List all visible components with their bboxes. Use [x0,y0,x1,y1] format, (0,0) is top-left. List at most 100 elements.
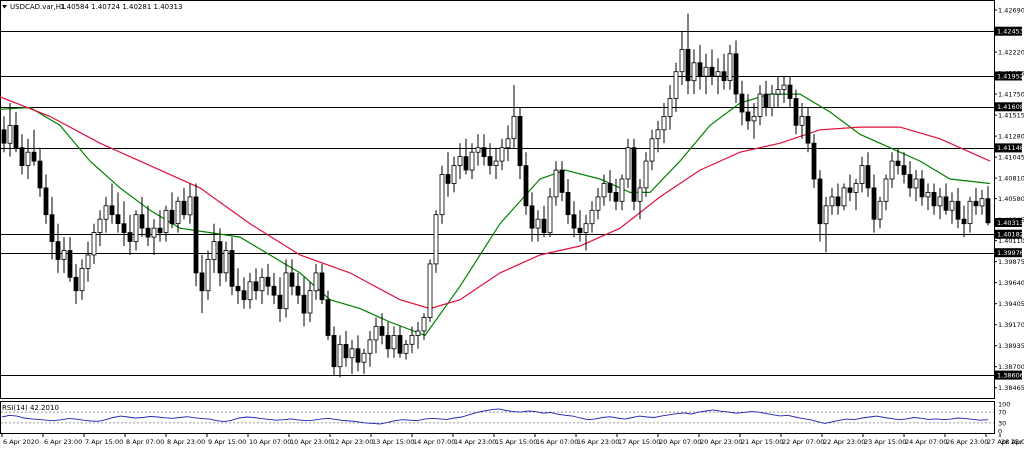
candle-body [541,218,547,233]
y-tick-label-7: 1.40810 [998,175,1024,183]
candle-100 [601,174,607,206]
candle-body [181,200,187,216]
candle-126 [757,85,763,126]
candle-64 [385,322,391,358]
price-badge-6: 1.38606 [995,370,1024,380]
rsi-tick-label-1: 70 [998,409,1006,417]
y-tick-label-16: 1.38700 [998,363,1024,371]
candle-body [175,200,181,225]
candle-body [577,227,583,234]
candle-42 [253,268,259,300]
time-axis: 6 Apr 2020 6 Apr 23:00 7 Apr 15:00 8 Apr 07… [1,434,1024,446]
candlesticks [1,13,991,378]
candle-body [403,343,409,354]
candle-body [433,214,439,265]
candle-body [283,272,289,310]
price-badge-box [995,229,1022,239]
x-tick-label-0: 6 Apr 2020 [3,438,39,446]
rsi-tick-label-0: 100 [998,401,1010,409]
candle-body [343,343,349,359]
candle-body [583,223,589,233]
candle-body [973,200,979,207]
candle-4 [25,138,31,179]
y-tick-label-6: 1.41045 [998,154,1024,162]
price-badge-3: 1.41148 [995,143,1024,153]
candle-151 [907,161,913,197]
candle-body [391,334,397,350]
candle-94 [565,179,571,224]
candle-body [847,187,853,193]
candle-86 [517,107,523,179]
candle-body [673,71,679,99]
candle-body [901,165,907,175]
candle-body [25,151,31,166]
candle-162 [973,187,979,215]
candle-117 [703,53,709,95]
candle-163 [979,189,985,215]
candle-30 [181,187,187,220]
candle-63 [379,313,385,345]
candle-145 [871,174,877,233]
candle-body [121,223,127,233]
candle-48 [289,259,295,296]
candle-78 [469,143,475,179]
candle-40 [241,277,247,309]
candle-body [421,317,427,332]
candle-body [739,93,745,113]
candle-body [703,66,709,77]
price-badge-0: 1.42453 [995,26,1024,36]
x-tick-label-5: 9 Apr 15:00 [208,438,246,446]
candle-156 [937,187,943,220]
candle-body [139,214,145,229]
candle-body [511,116,517,140]
y-tick-label-0: 1.42690 [998,7,1024,15]
candle-24 [145,205,151,246]
x-tick-label-24: 27 Apr 15:00 [987,438,1024,446]
x-tick-label-7: 10 Apr 23:00 [290,438,332,446]
candle-body [595,196,601,211]
rsi-tick-label-2: 30 [998,419,1006,427]
candle-3 [19,134,25,175]
candle-36 [217,228,223,287]
candle-37 [223,241,229,282]
candle-body [103,205,109,220]
candle-body [361,352,367,363]
candle-body [7,125,13,144]
candle-body [763,93,769,108]
candle-83 [499,138,505,171]
candle-body [919,178,925,198]
candle-72 [433,210,439,273]
x-tick-label-14: 16 Apr 23:00 [577,438,619,446]
y-tick-label-15: 1.38935 [998,342,1024,350]
candle-body [91,232,97,256]
candle-149 [895,147,901,175]
candle-89 [535,210,541,242]
candle-body [1,129,7,144]
candle-8 [49,196,55,260]
candle-body [55,241,61,260]
candle-58 [349,339,355,374]
candle-45 [271,272,277,305]
candle-body [745,111,751,122]
candle-body [751,116,757,122]
x-tick-label-15: 17 Apr 15:00 [618,438,660,446]
candle-142 [853,179,859,211]
candle-101 [607,170,613,202]
price-badge-box [995,248,1022,258]
price-badge-box [995,143,1022,153]
candle-18 [109,183,115,224]
candle-10 [61,237,67,273]
menu-triangle-icon[interactable] [2,5,7,9]
candle-115 [691,49,697,95]
candle-26 [157,210,163,242]
price-badge-label: 1.42453 [997,28,1024,36]
candle-88 [529,192,535,242]
candle-body [157,227,163,234]
y-tick-label-11: 1.39875 [998,258,1024,266]
candle-body [295,285,301,296]
price-badge-label: 1.41952 [997,72,1024,80]
candle-body [775,89,781,95]
y-tick-label-5: 1.41280 [998,133,1024,141]
candle-29 [175,196,181,233]
